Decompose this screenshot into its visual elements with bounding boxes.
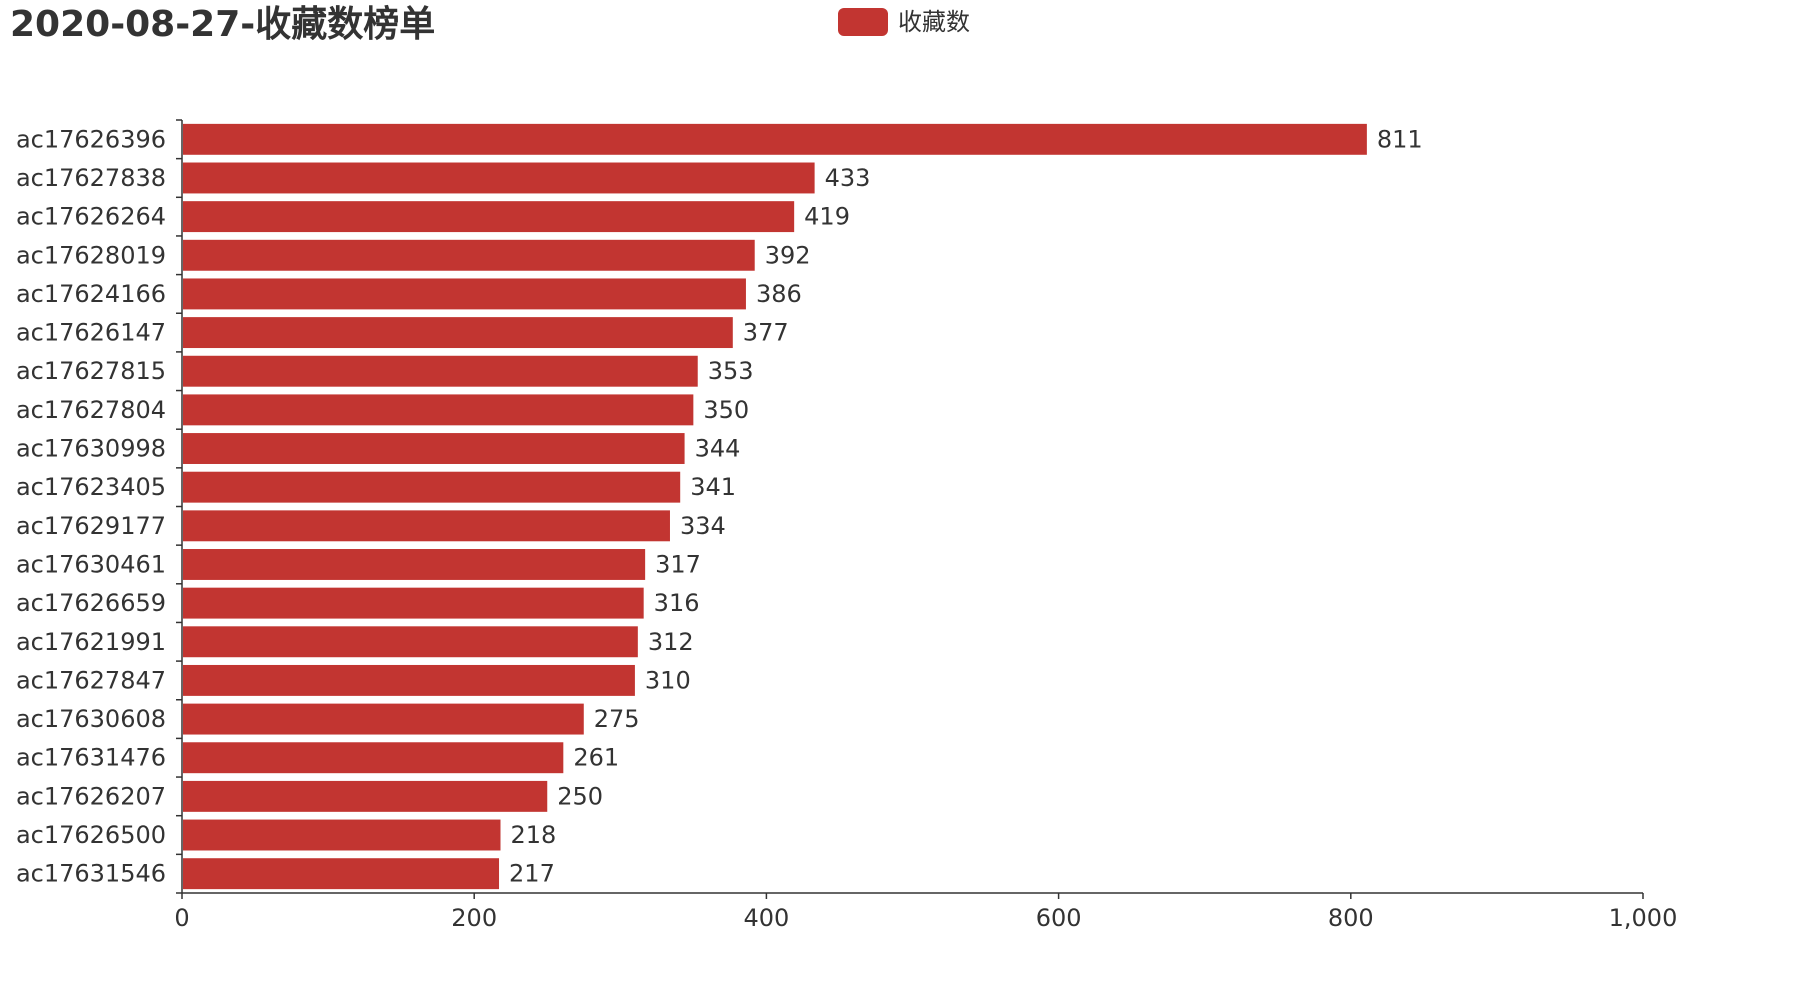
bar[interactable]: [183, 664, 635, 696]
data-label: 217: [509, 860, 555, 888]
legend-swatch: [838, 8, 888, 36]
bar[interactable]: [183, 587, 644, 619]
y-tick-label: ac17626264: [16, 203, 166, 231]
data-label: 310: [645, 666, 691, 694]
data-label: 275: [594, 705, 640, 733]
data-label: 317: [655, 550, 701, 578]
data-label: 433: [825, 164, 871, 192]
y-tick-label: ac17627838: [16, 164, 166, 192]
y-tick-label: ac17621991: [16, 628, 166, 656]
bar[interactable]: [183, 162, 815, 194]
bar[interactable]: [183, 355, 698, 387]
bar[interactable]: [183, 819, 501, 851]
y-tick-label: ac17628019: [16, 241, 166, 269]
data-label: 377: [743, 319, 789, 347]
data-label: 353: [708, 357, 754, 385]
x-tick-label: 800: [1328, 904, 1374, 932]
data-label: 312: [648, 628, 694, 656]
x-tick-label: 1,000: [1609, 904, 1678, 932]
data-label: 261: [573, 744, 619, 772]
bar[interactable]: [183, 742, 564, 774]
y-tick-label: ac17630998: [16, 435, 166, 463]
bar[interactable]: [183, 549, 646, 580]
data-label: 316: [654, 589, 700, 617]
y-tick-label: ac17626396: [16, 125, 166, 153]
bar[interactable]: [183, 471, 681, 503]
bar[interactable]: [183, 278, 746, 310]
x-tick-label: 200: [451, 904, 497, 932]
y-tick-label: ac17627804: [16, 396, 166, 424]
chart-title: 2020-08-27-收藏数榜单: [10, 4, 436, 45]
data-label: 350: [703, 396, 749, 424]
data-label: 811: [1377, 125, 1423, 153]
y-tick-label: ac17630461: [16, 550, 166, 578]
x-tick-label: 0: [174, 904, 189, 932]
y-tick-label: ac17629177: [16, 512, 166, 540]
bar[interactable]: [183, 858, 500, 890]
data-label: 344: [695, 435, 741, 463]
bar[interactable]: [183, 780, 548, 812]
legend[interactable]: 收藏数: [838, 8, 970, 36]
bar[interactable]: [183, 317, 733, 349]
y-tick-label: ac17626147: [16, 319, 166, 347]
y-tick-label: ac17627815: [16, 357, 166, 385]
bar[interactable]: [183, 626, 638, 658]
y-tick-label: ac17626207: [16, 782, 166, 810]
x-tick-label: 600: [1036, 904, 1082, 932]
y-tick-label: ac17630608: [16, 705, 166, 733]
data-label: 386: [756, 280, 802, 308]
y-tick-label: ac17631476: [16, 744, 166, 772]
y-tick-label: ac17623405: [16, 473, 166, 501]
bar[interactable]: [183, 201, 795, 233]
bar[interactable]: [183, 433, 685, 464]
bar[interactable]: [183, 123, 1367, 155]
y-tick-label: ac17626500: [16, 821, 166, 849]
bar[interactable]: [183, 394, 694, 426]
data-label: 392: [765, 241, 811, 269]
data-label: 341: [690, 473, 736, 501]
data-label: 334: [680, 512, 726, 540]
bar[interactable]: [183, 239, 755, 271]
y-tick-label: ac17624166: [16, 280, 166, 308]
y-tick-label: ac17626659: [16, 589, 166, 617]
y-tick-label: ac17627847: [16, 666, 166, 694]
data-label: 250: [557, 782, 603, 810]
y-tick-label: ac17631546: [16, 860, 166, 888]
bar[interactable]: [183, 703, 584, 735]
x-tick-label: 400: [743, 904, 789, 932]
legend-label: 收藏数: [898, 8, 970, 36]
bar[interactable]: [183, 510, 670, 542]
data-label: 419: [804, 203, 850, 231]
data-label: 218: [510, 821, 556, 849]
